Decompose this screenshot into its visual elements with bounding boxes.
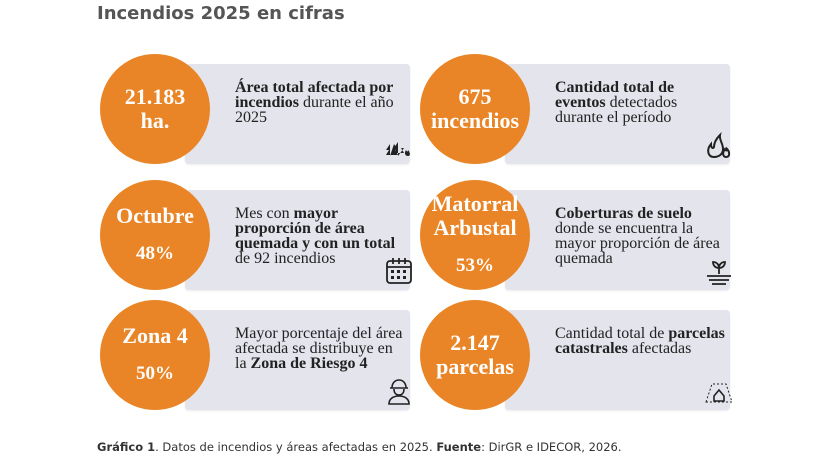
description-segment: parcelas catastrales <box>555 325 725 357</box>
forest-fire-icon <box>386 142 410 156</box>
description-segment: afectadas <box>627 340 692 357</box>
description-segment: de 92 incendios <box>235 250 336 267</box>
calendar-icon <box>386 258 412 284</box>
firefighter-icon <box>388 379 410 405</box>
stat-box <box>185 64 410 164</box>
description-segment: Mes con <box>235 205 294 222</box>
stat-value: ha. <box>140 108 170 133</box>
stat-circle: 675 incendios <box>420 54 530 164</box>
caption-segment: . Datos de incendios y áreas afectadas e… <box>155 440 437 454</box>
stat-circle: Zona 4 50% <box>100 300 210 410</box>
stat-description: Área total afectada por incendios durant… <box>235 79 405 126</box>
stat-card: Octubre 48% Mes con mayor proporción de á… <box>100 180 420 292</box>
stat-circle: Octubre 48% <box>100 180 210 290</box>
stat-circle: 21.183 ha. <box>100 54 210 164</box>
stat-value: 21.183 <box>124 84 186 109</box>
stat-value: 675 <box>458 84 492 109</box>
description-segment: Cantidad total de <box>555 325 669 342</box>
caption-segment: : DirGR e IDECOR, 2026. <box>481 440 622 454</box>
stat-card: Zona 4 50% Mayor porcentaje del área afec… <box>100 300 420 412</box>
description-segment: Coberturas de suelo <box>555 205 692 222</box>
description-segment: Cantidad total de eventos <box>555 79 675 111</box>
description-segment: donde se encuentra la mayor proporción d… <box>555 220 720 267</box>
stat-value: Arbustal <box>433 215 517 240</box>
stat-value: Octubre <box>116 203 194 228</box>
fire-icon <box>707 131 731 159</box>
caption-segment: Gráfico 1 <box>97 440 156 454</box>
description-segment: Mayor porcentaje del área afectada se di… <box>235 325 403 372</box>
figure-caption: Gráfico 1. Datos de incendios y áreas af… <box>97 440 622 454</box>
description-segment: detectados durante el período <box>555 94 678 126</box>
stat-card: 21.183 ha. Área total afectada por incend… <box>100 54 420 166</box>
stat-card: 675 incendios Cantidad total de eventos d… <box>420 54 740 166</box>
page-title: Incendios 2025 en cifras <box>97 3 345 24</box>
stat-value: parcelas <box>436 354 514 379</box>
stat-card: 2.147 parcelas Cantidad total de parcelas… <box>420 300 740 412</box>
stat-description: Cantidad total de eventos detectados dur… <box>555 79 725 126</box>
stat-box <box>185 190 410 290</box>
stat-description: Coberturas de suelo donde se encuentra l… <box>555 205 725 267</box>
stat-value: 2.147 <box>450 330 500 355</box>
stat-value: Zona 4 <box>122 323 188 348</box>
parcel-house-icon <box>705 383 733 403</box>
stat-box <box>505 310 730 410</box>
stat-value: Matorral <box>431 191 519 216</box>
plant-soil-icon <box>707 261 731 285</box>
stat-percent: 50% <box>136 363 174 384</box>
description-segment: durante el año 2025 <box>235 94 394 126</box>
description-segment: Zona de Riesgo 4 <box>250 355 368 372</box>
stat-percent: 48% <box>136 243 174 264</box>
stat-description: Mayor porcentaje del área afectada se di… <box>235 325 405 372</box>
stat-card: Matorral Arbustal 53% Coberturas de suelo … <box>420 180 740 292</box>
stat-box <box>505 190 730 290</box>
stat-box <box>185 310 410 410</box>
stat-circle: 2.147 parcelas <box>420 300 530 410</box>
stat-value: incendios <box>430 108 520 133</box>
stat-percent: 53% <box>456 255 494 276</box>
caption-segment: Fuente <box>436 440 482 454</box>
description-segment: mayor proporción de área quemada y con u… <box>235 205 396 252</box>
stat-description: Cantidad total de parcelas catastrales a… <box>555 325 725 357</box>
stat-box <box>505 64 730 164</box>
description-segment: Área total afectada por incendios <box>235 79 394 111</box>
stat-circle: Matorral Arbustal 53% <box>420 180 530 290</box>
stat-description: Mes con mayor proporción de área quemada… <box>235 205 405 267</box>
